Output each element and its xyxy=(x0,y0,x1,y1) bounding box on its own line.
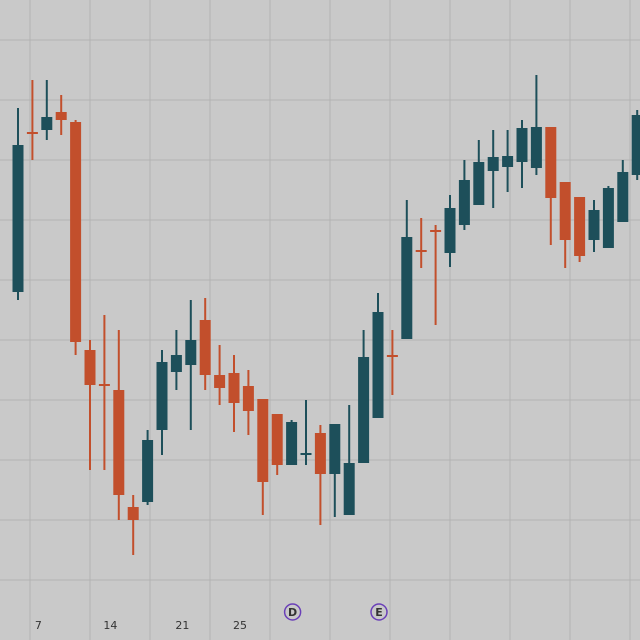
candle-body xyxy=(574,197,586,256)
candle-body xyxy=(343,463,355,515)
candle-body xyxy=(473,162,485,205)
candle-body xyxy=(70,122,82,342)
x-tick-label: 14 xyxy=(103,619,117,632)
event-label: E xyxy=(375,606,383,619)
candle-body xyxy=(516,128,528,162)
candle-body xyxy=(113,390,125,495)
candle-body xyxy=(602,188,614,248)
candle-body xyxy=(386,355,398,357)
candle-body xyxy=(228,373,240,403)
candle-body xyxy=(127,507,139,520)
event-marker: E xyxy=(370,603,388,621)
candle-body xyxy=(314,433,326,474)
candle-body xyxy=(415,250,427,252)
x-tick-label: 7 xyxy=(35,619,42,632)
candle-body xyxy=(559,182,571,240)
candle-body xyxy=(26,132,38,134)
candle-body xyxy=(444,208,456,253)
candle-body xyxy=(502,156,514,167)
candle-body xyxy=(372,312,384,418)
candle-body xyxy=(588,210,600,240)
candle-body xyxy=(401,237,413,339)
candle-body xyxy=(257,399,269,482)
event-label: D xyxy=(288,606,297,619)
x-tick-label: 21 xyxy=(175,619,189,632)
candle-body xyxy=(545,127,557,198)
candle-body xyxy=(631,115,640,175)
candle-body xyxy=(300,453,312,455)
candle-body xyxy=(286,422,298,465)
candle-body xyxy=(12,145,24,292)
candle-body xyxy=(329,424,341,474)
candle-body xyxy=(156,362,168,430)
event-icon xyxy=(370,603,388,621)
candle-body xyxy=(358,357,370,463)
event-icon xyxy=(283,603,302,621)
candle-body xyxy=(487,157,499,171)
candle-body xyxy=(242,386,254,411)
event-marker: D xyxy=(283,603,302,621)
candle-body xyxy=(430,230,442,232)
candle-body xyxy=(170,355,182,372)
candle-body xyxy=(214,375,226,388)
candle-body xyxy=(530,127,542,168)
candle-body xyxy=(142,440,154,502)
candle-body xyxy=(55,112,67,120)
candle-body xyxy=(199,320,211,375)
candle-body xyxy=(84,350,96,385)
candle-body xyxy=(617,172,629,222)
candle-body xyxy=(98,384,110,386)
candle-body xyxy=(41,117,53,130)
candle-body xyxy=(458,180,470,225)
candle-body xyxy=(271,414,283,465)
candle-body xyxy=(185,340,197,365)
x-tick-label: 25 xyxy=(233,619,247,632)
